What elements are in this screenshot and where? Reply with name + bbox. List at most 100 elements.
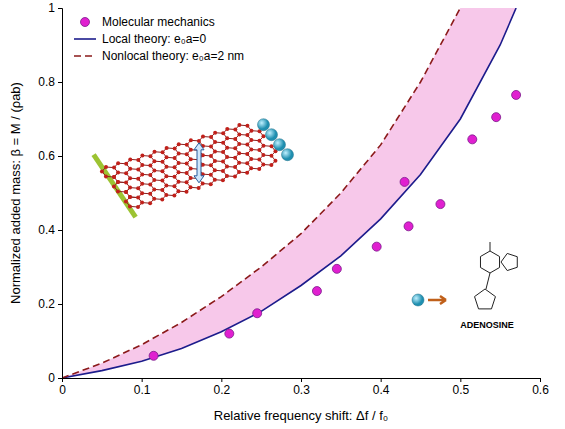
atom: [124, 171, 128, 175]
x-axis-line: [63, 379, 541, 383]
data-point: [400, 177, 409, 186]
legend-label: Molecular mechanics: [102, 15, 215, 29]
x-tick-label: 0.1: [134, 383, 151, 397]
data-point: [149, 351, 158, 360]
atom: [160, 160, 164, 164]
atom: [189, 157, 193, 161]
y-tick-mark: [58, 304, 62, 305]
atom: [233, 165, 237, 169]
chart: 00.10.20.30.40.50.600.20.40.60.81Relativ…: [0, 0, 565, 429]
atom: [152, 178, 156, 182]
x-tick-label: 0.5: [452, 383, 469, 397]
atom: [189, 185, 193, 189]
atom: [245, 124, 249, 128]
atom: [165, 146, 169, 150]
ring: [501, 253, 517, 270]
data-point: [436, 200, 445, 209]
atom: [172, 175, 176, 179]
atom: [112, 184, 116, 188]
atom: [185, 171, 189, 175]
atom: [245, 161, 249, 165]
added-molecule: [258, 119, 270, 131]
atom: [237, 142, 241, 146]
x-tick: 0.2: [213, 378, 230, 397]
data-point: [332, 264, 341, 273]
atom: [221, 141, 225, 145]
atom: [177, 170, 181, 174]
atom: [237, 132, 241, 136]
atom: [177, 152, 181, 156]
atom: [273, 159, 277, 163]
atom: [257, 139, 261, 143]
graphene-inset: [94, 119, 294, 217]
atom: [124, 190, 128, 194]
atom: [249, 138, 253, 142]
atom: [128, 195, 132, 199]
y-tick: 0: [48, 371, 62, 385]
vibration-arrow: [194, 143, 204, 183]
atom: [148, 192, 152, 196]
x-tick-label: 0.4: [373, 383, 390, 397]
legend-label: Nonlocal theory: e₀a=2 nm: [102, 49, 244, 63]
atom: [164, 193, 168, 197]
atom: [209, 182, 213, 186]
atom: [185, 152, 189, 156]
atom: [269, 144, 273, 148]
atom: [184, 190, 188, 194]
atom: [201, 135, 205, 139]
atom: [160, 188, 164, 192]
atom: [128, 176, 132, 180]
x-tick-mark: [540, 378, 541, 382]
x-tick-mark: [221, 378, 222, 382]
bond: [486, 242, 490, 289]
atom: [140, 163, 144, 167]
atom: [209, 173, 213, 177]
atom: [128, 186, 132, 190]
atom: [185, 180, 189, 184]
atom: [261, 144, 265, 148]
y-tick: 1: [48, 1, 62, 15]
y-tick-label: 1: [48, 1, 55, 15]
theory-line: [62, 8, 516, 378]
x-tick: 0.4: [373, 378, 390, 397]
atom: [152, 150, 156, 154]
atom: [225, 174, 229, 178]
atom: [128, 157, 132, 161]
y-tick-mark: [58, 82, 62, 83]
atom: [245, 152, 249, 156]
y-tick-label: 0.2: [38, 297, 55, 311]
plot-area: [62, 8, 521, 378]
atom: [173, 165, 177, 169]
x-tick: 0.5: [452, 378, 469, 397]
y-axis: 00.20.40.60.81: [38, 1, 62, 385]
atom: [140, 201, 144, 205]
atom: [152, 197, 156, 201]
atom: [225, 155, 229, 159]
atom: [237, 151, 241, 155]
data-point: [468, 135, 477, 144]
atom: [164, 174, 168, 178]
atom: [116, 171, 120, 175]
atom: [185, 143, 189, 147]
atom: [261, 153, 265, 157]
atom: [261, 134, 265, 138]
atom: [160, 179, 164, 183]
atom: [152, 169, 156, 173]
annotation: ADENOSINE: [460, 320, 514, 330]
atom: [249, 157, 253, 161]
legend-label: Local theory: e₀a=0: [102, 32, 206, 46]
atom: [136, 196, 140, 200]
y-tick: 0.6: [38, 149, 62, 163]
atom: [213, 131, 217, 135]
atom: [164, 184, 168, 188]
atom: [225, 136, 229, 140]
atom: [104, 174, 108, 178]
y-axis-title: Normalized added mass: β = M / (ρab): [8, 82, 23, 304]
atom: [148, 154, 152, 158]
y-tick-label: 0.8: [38, 75, 55, 89]
atom: [189, 167, 193, 171]
y-tick-label: 0.6: [38, 149, 55, 163]
adenosine-inset: ADENOSINE: [412, 242, 517, 330]
y-tick: 0.8: [38, 75, 62, 89]
atom: [124, 162, 128, 166]
